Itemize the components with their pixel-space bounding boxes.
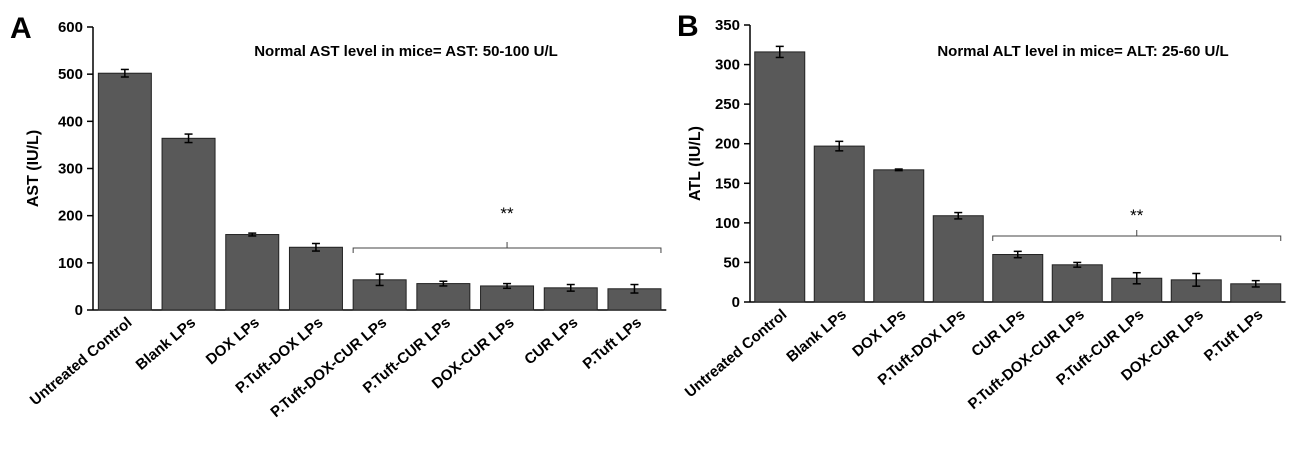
normal-level-annotation: Normal ALT level in mice= ALT: 25-60 U/L [937,43,1228,60]
category-label: Blank LPs [783,306,849,366]
bar [873,169,925,303]
bar [161,137,216,311]
category-label: P.Tuft LPs [580,314,645,373]
y-tick-label: 200 [715,136,740,153]
category-label: DOX LPs [203,314,263,368]
bar [416,283,471,311]
bar [480,285,535,311]
bar [754,51,806,303]
bar [813,145,865,303]
y-tick-label: 0 [732,294,740,311]
y-tick-label: 300 [58,161,83,178]
bar [932,215,984,303]
category-label: CUR LPs [521,314,581,368]
bar [1051,264,1103,303]
y-tick-label: 300 [715,57,740,74]
panel-label: A [10,12,32,45]
category-label: CUR LPs [968,306,1028,360]
significance-bracket [352,247,662,253]
bar [992,254,1044,303]
category-label: DOX LPs [849,306,909,360]
category-label: Untreated Control [27,314,136,409]
y-tick-label: 150 [715,175,740,192]
y-tick-label: 200 [58,208,83,225]
y-tick-label: 500 [58,66,83,83]
y-tick-label: 100 [715,215,740,232]
y-tick-label: 600 [58,19,83,36]
y-axis-title: ATL (IU/L) [687,126,704,201]
category-label: P.Tuft-DOX-CUR LPs [267,314,390,421]
panel-label: B [677,10,699,43]
bar [225,234,280,311]
y-tick-label: 0 [75,302,83,319]
y-tick-label: 250 [715,96,740,113]
y-tick-label: 400 [58,113,83,130]
y-tick-label: 100 [58,255,83,272]
significance-bracket [992,235,1282,241]
category-label: Blank LPs [133,314,199,374]
panel-a: A 0 100 200 300 400 500 600 AST (IU/L) Untreated … [10,12,667,421]
category-label: Untreated Control [682,306,791,401]
significance-label: ** [500,204,514,223]
bar [97,72,152,311]
y-tick-label: 350 [715,17,740,34]
y-axis-title: AST (IU/L) [25,130,42,207]
significance-label: ** [1130,206,1144,225]
category-label: P.Tuft LPs [1201,306,1266,365]
panel-b: B 0 50 100 150 200 250 300 350 ATL (IU/L) Untreate… [677,10,1286,413]
category-label: P.Tuft-DOX-CUR LPs [965,306,1088,413]
normal-level-annotation: Normal AST level in mice= AST: 50-100 U/… [254,43,558,60]
y-tick-label: 50 [723,254,740,271]
bar [288,246,343,311]
